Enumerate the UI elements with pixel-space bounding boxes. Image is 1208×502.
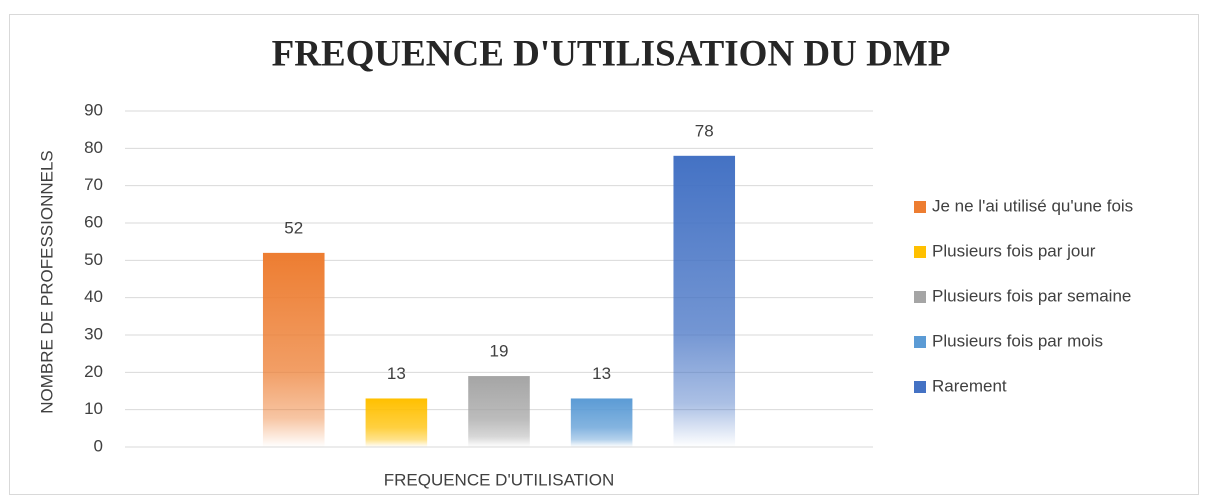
legend-label: Plusieurs fois par jour xyxy=(932,241,1096,260)
legend-swatch xyxy=(914,381,926,393)
legend-swatch xyxy=(914,291,926,303)
bar xyxy=(570,398,633,447)
x-axis-label: FREQUENCE D'UTILISATION xyxy=(384,470,615,489)
legend-label: Plusieurs fois par mois xyxy=(932,331,1103,350)
legend-label: Rarement xyxy=(932,376,1007,395)
bar xyxy=(365,398,428,447)
legend-swatch xyxy=(914,201,926,213)
y-axis-label: NOMBRE DE PROFESSIONNELS xyxy=(37,150,56,414)
data-label: 13 xyxy=(387,364,406,383)
legend-swatch xyxy=(914,336,926,348)
y-tick-label: 40 xyxy=(84,287,103,306)
chart-title: FREQUENCE D'UTILISATION DU DMP xyxy=(272,33,951,74)
legend-label: Je ne l'ai utilisé qu'une fois xyxy=(932,196,1133,215)
y-tick-label: 60 xyxy=(84,212,103,231)
bar xyxy=(262,252,325,447)
y-tick-label: 80 xyxy=(84,138,103,157)
y-tick-label: 50 xyxy=(84,250,103,269)
y-tick-label: 10 xyxy=(84,399,103,418)
y-tick-label: 20 xyxy=(84,362,103,381)
y-tick-label: 70 xyxy=(84,175,103,194)
bar xyxy=(673,155,736,448)
bar xyxy=(468,376,530,447)
y-tick-label: 90 xyxy=(84,100,103,119)
y-tick-label: 30 xyxy=(84,324,103,343)
legend-label: Plusieurs fois par semaine xyxy=(932,286,1131,305)
legend-swatch xyxy=(914,246,926,258)
y-tick-label: 0 xyxy=(94,436,103,455)
data-label: 13 xyxy=(592,364,611,383)
data-label: 52 xyxy=(284,218,303,237)
data-label: 78 xyxy=(695,121,714,140)
data-label: 19 xyxy=(490,342,509,361)
